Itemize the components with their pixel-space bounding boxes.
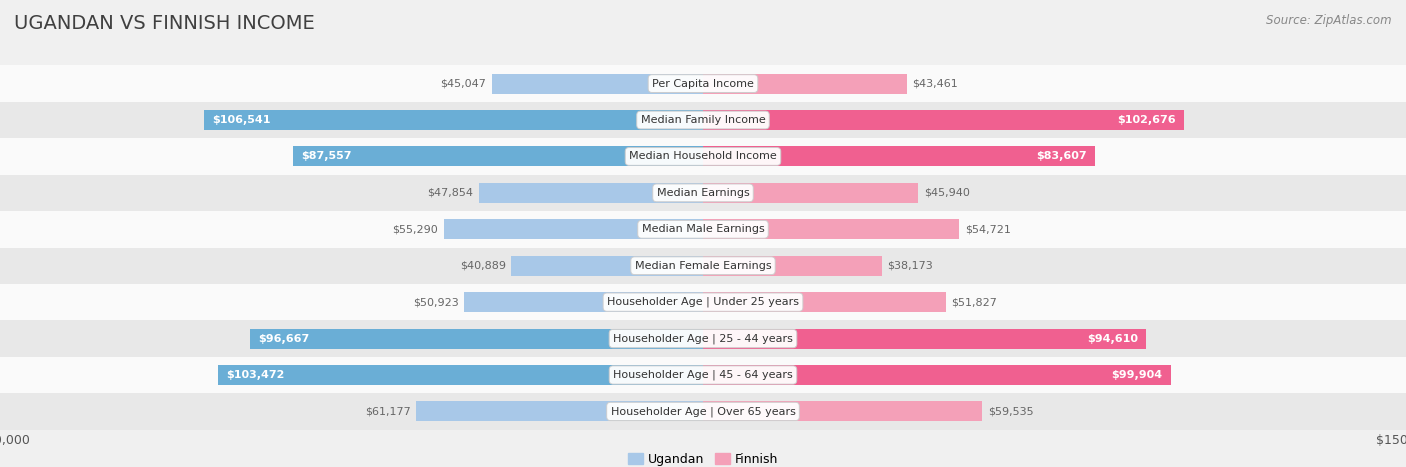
- Text: $99,904: $99,904: [1112, 370, 1163, 380]
- Bar: [0, 393, 1406, 430]
- Bar: [292, 147, 703, 166]
- Bar: [492, 74, 703, 93]
- Text: $38,173: $38,173: [887, 261, 934, 271]
- Text: $47,854: $47,854: [427, 188, 472, 198]
- Bar: [703, 329, 1146, 348]
- Text: Median Female Earnings: Median Female Earnings: [634, 261, 772, 271]
- Text: Householder Age | 25 - 44 years: Householder Age | 25 - 44 years: [613, 333, 793, 344]
- Bar: [0, 102, 1406, 138]
- Bar: [0, 357, 1406, 393]
- Text: $45,940: $45,940: [924, 188, 970, 198]
- Text: Per Capita Income: Per Capita Income: [652, 78, 754, 89]
- Bar: [703, 74, 907, 93]
- Bar: [218, 365, 703, 385]
- Bar: [703, 292, 946, 312]
- Bar: [0, 248, 1406, 284]
- Text: Median Family Income: Median Family Income: [641, 115, 765, 125]
- Text: $45,047: $45,047: [440, 78, 486, 89]
- Text: $43,461: $43,461: [912, 78, 957, 89]
- Bar: [512, 256, 703, 276]
- Bar: [703, 256, 882, 276]
- Text: $50,923: $50,923: [413, 297, 458, 307]
- Bar: [0, 175, 1406, 211]
- Bar: [0, 65, 1406, 102]
- Text: $102,676: $102,676: [1118, 115, 1175, 125]
- Text: $55,290: $55,290: [392, 224, 439, 234]
- Text: Householder Age | Over 65 years: Householder Age | Over 65 years: [610, 406, 796, 417]
- Bar: [703, 110, 1184, 130]
- Text: Source: ZipAtlas.com: Source: ZipAtlas.com: [1267, 14, 1392, 27]
- Bar: [0, 211, 1406, 248]
- Text: $94,610: $94,610: [1087, 333, 1137, 344]
- Bar: [478, 183, 703, 203]
- Text: Median Household Income: Median Household Income: [628, 151, 778, 162]
- Text: $51,827: $51,827: [952, 297, 997, 307]
- Text: $83,607: $83,607: [1036, 151, 1087, 162]
- Text: $106,541: $106,541: [212, 115, 270, 125]
- Text: $87,557: $87,557: [301, 151, 352, 162]
- Text: $61,177: $61,177: [366, 406, 411, 417]
- Bar: [703, 365, 1171, 385]
- Legend: Ugandan, Finnish: Ugandan, Finnish: [623, 448, 783, 467]
- Text: Median Earnings: Median Earnings: [657, 188, 749, 198]
- Bar: [0, 320, 1406, 357]
- Bar: [204, 110, 703, 130]
- Bar: [703, 183, 918, 203]
- Text: Median Male Earnings: Median Male Earnings: [641, 224, 765, 234]
- Bar: [416, 402, 703, 421]
- Text: $54,721: $54,721: [965, 224, 1011, 234]
- Bar: [464, 292, 703, 312]
- Text: Householder Age | Under 25 years: Householder Age | Under 25 years: [607, 297, 799, 307]
- Text: UGANDAN VS FINNISH INCOME: UGANDAN VS FINNISH INCOME: [14, 14, 315, 33]
- Bar: [0, 138, 1406, 175]
- Bar: [703, 219, 959, 239]
- Bar: [0, 284, 1406, 320]
- Bar: [250, 329, 703, 348]
- Text: $59,535: $59,535: [987, 406, 1033, 417]
- Text: $40,889: $40,889: [460, 261, 506, 271]
- Bar: [703, 147, 1095, 166]
- Text: $103,472: $103,472: [226, 370, 285, 380]
- Text: $96,667: $96,667: [259, 333, 309, 344]
- Bar: [703, 402, 981, 421]
- Text: Householder Age | 45 - 64 years: Householder Age | 45 - 64 years: [613, 370, 793, 380]
- Bar: [444, 219, 703, 239]
